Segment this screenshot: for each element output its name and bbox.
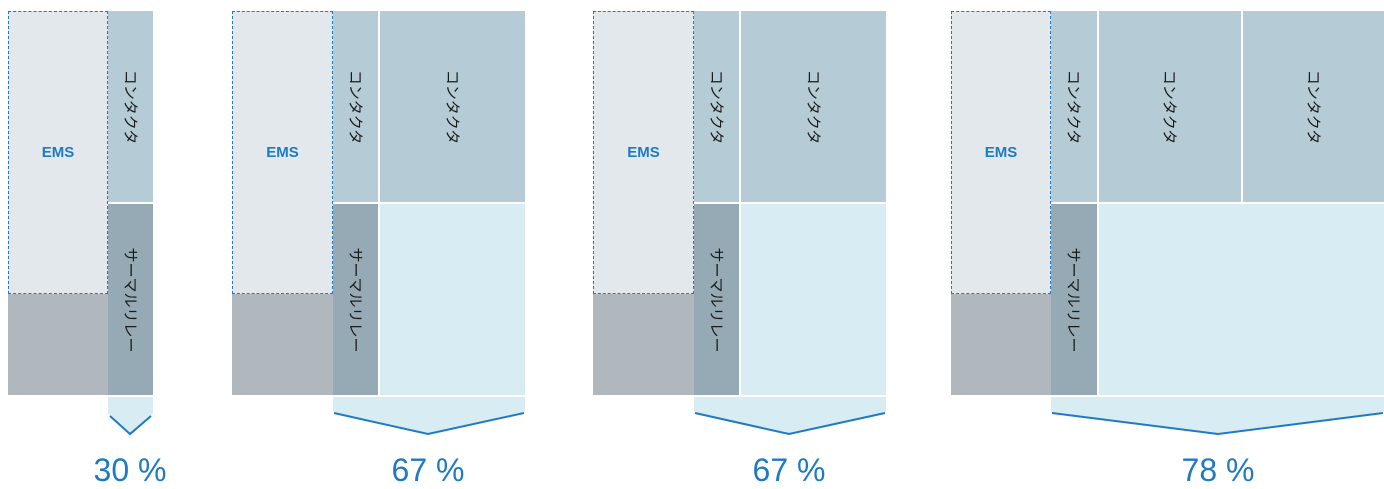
contactor-block-large: コンタクタ — [380, 11, 525, 202]
saving-area — [1099, 204, 1384, 395]
thermal-relay-block: サーマルリレー — [694, 204, 739, 395]
percentage-label: 78 % — [1181, 452, 1255, 488]
contactor-block-large: コンタクタ — [1099, 11, 1241, 202]
base-block — [232, 294, 334, 395]
contactor-block: コンタクタ — [694, 11, 739, 202]
contactor-block: コンタクタ — [333, 11, 378, 202]
percentage-label: 67 % — [391, 452, 465, 488]
thermal-relay-block: サーマルリレー — [333, 204, 378, 395]
saving-area — [741, 204, 886, 395]
ems-block: EMS — [951, 11, 1051, 294]
base-block — [951, 294, 1053, 395]
contactor-block-large: コンタクタ — [741, 11, 886, 202]
reduction-arrow — [333, 397, 525, 436]
thermal-relay-block: サーマルリレー — [1051, 204, 1097, 395]
diagram-group-3: EMS コンタクタ コンタクタ サーマルリレー 67 % — [593, 11, 886, 488]
contactor-block: コンタクタ — [1051, 11, 1097, 202]
percentage-label: 67 % — [752, 452, 826, 488]
base-block — [593, 294, 695, 395]
thermal-relay-block: サーマルリレー — [108, 204, 153, 395]
contactor-block-large: コンタクタ — [1243, 11, 1384, 202]
contactor-block: コンタクタ — [108, 11, 153, 202]
reduction-arrow — [108, 414, 153, 436]
ems-label: EMS — [266, 144, 299, 161]
saving-area — [380, 204, 525, 395]
ems-label: EMS — [41, 144, 75, 161]
ems-label: EMS — [627, 144, 660, 161]
diagram-group-1: EMS コンタクタ サーマルリレー 30 % — [0, 0, 220, 488]
diagram-group-2: EMS コンタクタ コンタクタ サーマルリレー 67 % — [0, 0, 540, 488]
ems-block: EMS — [8, 11, 108, 294]
percentage-label: 30 % — [93, 452, 167, 488]
ems-label: EMS — [984, 144, 1018, 161]
saving-area — [108, 397, 153, 414]
ems-block: EMS — [232, 11, 333, 294]
reduction-arrow — [694, 397, 886, 436]
base-block — [8, 294, 110, 395]
ems-block: EMS — [593, 11, 694, 294]
